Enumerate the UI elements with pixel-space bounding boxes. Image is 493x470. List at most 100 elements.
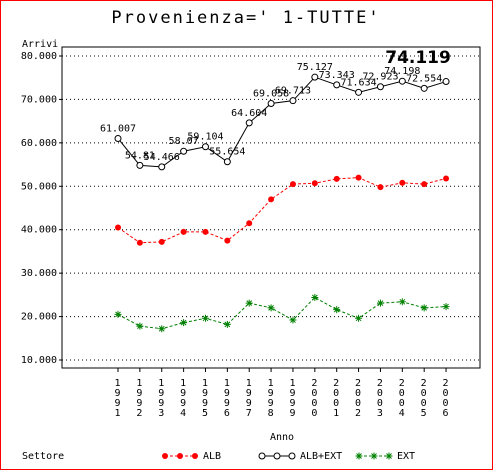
point bbox=[201, 314, 209, 322]
point bbox=[180, 319, 188, 327]
y-tick-label: 10.000 bbox=[21, 355, 57, 366]
data-label: 59.104 bbox=[187, 132, 223, 143]
legend-title: Settore bbox=[22, 451, 64, 462]
point bbox=[289, 316, 297, 324]
data-label: 54.81 bbox=[125, 150, 155, 161]
point bbox=[136, 239, 143, 246]
x-tick-label: 1996 bbox=[221, 378, 232, 418]
legend-marker bbox=[258, 452, 266, 460]
point bbox=[202, 228, 209, 235]
point bbox=[377, 184, 384, 191]
x-tick-label: 1999 bbox=[287, 378, 298, 418]
point bbox=[399, 179, 406, 186]
y-tick-label: 40.000 bbox=[21, 225, 57, 236]
point bbox=[398, 298, 406, 306]
point bbox=[355, 174, 362, 181]
point bbox=[311, 73, 319, 81]
x-tick-label: 1994 bbox=[178, 378, 189, 418]
point bbox=[355, 314, 363, 322]
point bbox=[115, 224, 121, 231]
data-label: 58.07 bbox=[169, 136, 199, 147]
legend-marker bbox=[273, 452, 281, 460]
x-tick-label: 2000 bbox=[309, 378, 320, 418]
point bbox=[376, 83, 384, 91]
point bbox=[201, 143, 209, 151]
point bbox=[333, 175, 340, 182]
data-label: 73.343 bbox=[319, 70, 355, 81]
point bbox=[245, 119, 253, 127]
y-axis-label: Arrivi bbox=[22, 39, 58, 50]
data-label: 71.634 bbox=[341, 77, 377, 88]
legend-marker bbox=[288, 452, 296, 460]
data-label: 74.119 bbox=[385, 48, 451, 68]
data-label: 69.713 bbox=[275, 86, 311, 97]
data-label: 54.466 bbox=[144, 152, 180, 163]
point bbox=[180, 228, 187, 235]
x-tick-label: 2002 bbox=[353, 378, 364, 418]
point bbox=[398, 77, 406, 85]
x-tick-label: 2005 bbox=[418, 378, 429, 418]
point bbox=[245, 299, 253, 307]
y-tick-label: 60.000 bbox=[21, 138, 57, 149]
point bbox=[442, 78, 450, 86]
data-label: 75.127 bbox=[297, 62, 333, 73]
chart-title: Provenienza=' 1-TUTTE' bbox=[111, 8, 380, 28]
point bbox=[420, 304, 428, 312]
x-tick-label: 2006 bbox=[440, 378, 451, 418]
data-label: 69.058 bbox=[253, 89, 289, 100]
point bbox=[355, 88, 363, 96]
x-tick-label: 2003 bbox=[374, 378, 385, 418]
series-line bbox=[117, 76, 447, 168]
legend-label: EXT bbox=[397, 451, 415, 462]
y-tick-label: 30.000 bbox=[21, 268, 57, 279]
point bbox=[158, 238, 165, 245]
x-tick-label: 1993 bbox=[156, 378, 167, 418]
legend-marker bbox=[192, 453, 198, 459]
series-line bbox=[117, 177, 447, 244]
point bbox=[289, 97, 297, 105]
series-line bbox=[117, 296, 447, 330]
point bbox=[333, 81, 341, 89]
legend-marker bbox=[177, 453, 183, 459]
legend-marker bbox=[385, 452, 393, 460]
point bbox=[421, 181, 428, 188]
x-tick-label: 1992 bbox=[134, 378, 145, 418]
x-tick-label: 2004 bbox=[396, 378, 407, 418]
data-label: 55.654 bbox=[209, 147, 245, 158]
point bbox=[180, 147, 188, 155]
point bbox=[114, 134, 122, 142]
point bbox=[223, 158, 231, 166]
point bbox=[267, 304, 275, 312]
legend-marker bbox=[370, 452, 378, 460]
x-tick-label: 1998 bbox=[265, 378, 276, 418]
y-tick-label: 20.000 bbox=[21, 312, 57, 323]
point bbox=[136, 161, 144, 169]
point bbox=[311, 293, 319, 301]
point bbox=[443, 175, 450, 182]
data-label: 74.198 bbox=[384, 66, 420, 77]
y-tick-label: 80.000 bbox=[21, 51, 57, 62]
legend-label: ALB+EXT bbox=[300, 451, 342, 462]
x-tick-label: 1995 bbox=[199, 378, 210, 418]
point bbox=[246, 220, 253, 227]
point bbox=[158, 325, 166, 333]
y-tick-label: 50.000 bbox=[21, 181, 57, 192]
point bbox=[114, 310, 122, 318]
data-label: 72.554 bbox=[406, 73, 442, 84]
legend-marker bbox=[162, 453, 168, 459]
point bbox=[420, 84, 428, 92]
point bbox=[376, 299, 384, 307]
point bbox=[224, 237, 231, 244]
x-tick-label: 1997 bbox=[243, 378, 254, 418]
data-label: 64.604 bbox=[231, 108, 267, 119]
x-tick-label: 1991 bbox=[112, 378, 123, 418]
x-tick-label: 2001 bbox=[331, 378, 342, 418]
point bbox=[268, 196, 275, 203]
point bbox=[333, 306, 341, 314]
x-axis-label: Anno bbox=[270, 432, 294, 443]
legend-marker bbox=[355, 452, 363, 460]
point bbox=[136, 322, 144, 330]
point bbox=[267, 100, 275, 108]
legend-label: ALB bbox=[203, 451, 221, 462]
